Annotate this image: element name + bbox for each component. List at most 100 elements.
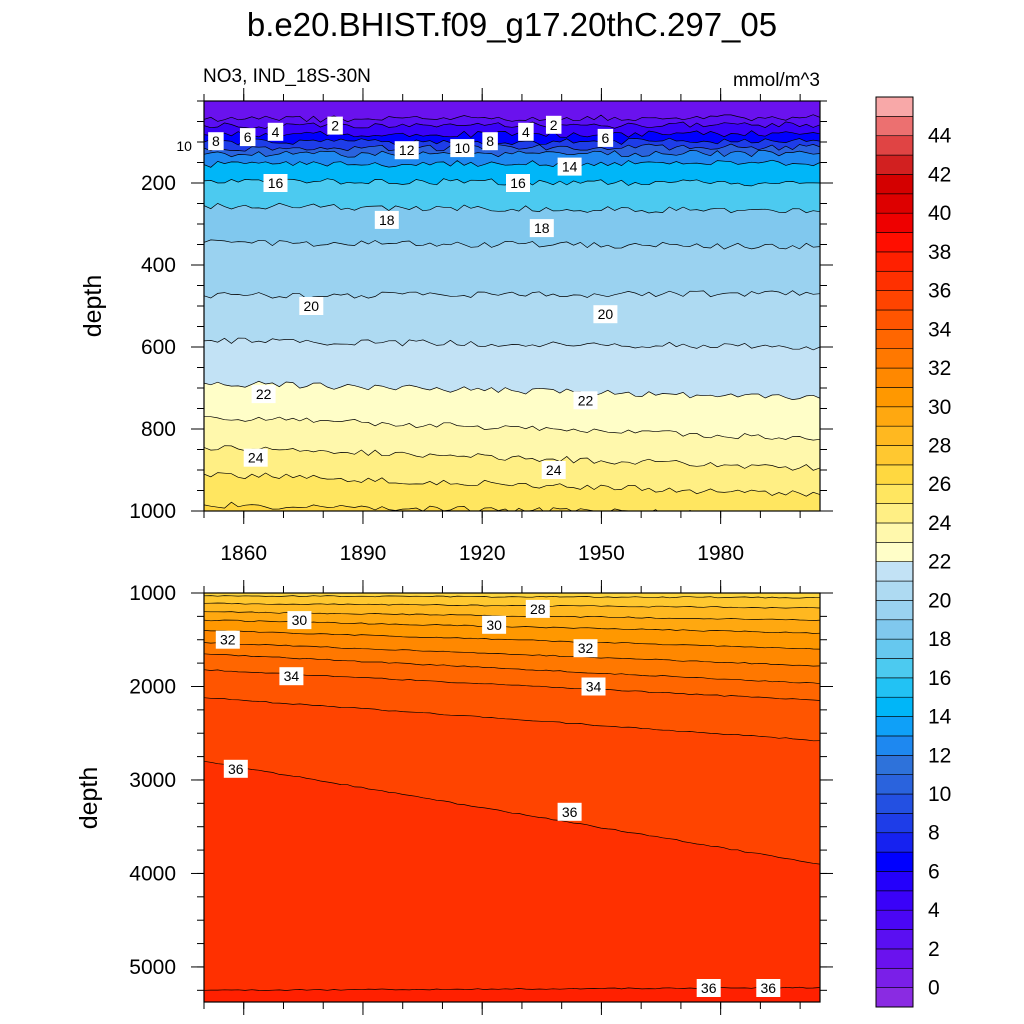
x-tick-label-1950: 1950: [578, 542, 625, 565]
colorbar-box-0: [875, 967, 914, 988]
upper-contour-label-text: 2: [550, 117, 558, 133]
upper-contour-line-10: [204, 143, 820, 152]
upper-contour-label-box: [518, 122, 534, 141]
colorbar-box-34: [875, 309, 914, 330]
upper-contour-label-text: 24: [546, 462, 562, 478]
upper-contour-label-box: [593, 305, 618, 324]
upper-contour-label-box: [450, 139, 475, 158]
upper-contour-line-24: [204, 445, 820, 471]
upper-contour-label-20: 20: [593, 305, 618, 324]
colorbar-box-9: [875, 793, 914, 814]
colorbar-box-15: [875, 677, 914, 698]
lower-y-tick-label-1000: 1000: [129, 582, 176, 605]
lower-contour-label-text: 36: [761, 980, 777, 996]
lower-contour-label-36: 36: [696, 979, 721, 997]
colorbar-tick-label-30: 30: [928, 396, 951, 419]
upper-filled-bands: [204, 101, 820, 511]
lower-band-30: [204, 620, 820, 650]
variable-label: NO3, IND_18S-30N: [203, 66, 371, 87]
upper-contour-label-text: 20: [598, 306, 614, 322]
colorbar-box-45: [875, 96, 914, 117]
x-tick-label-1980: 1980: [697, 542, 744, 565]
lower-contour-label-box: [573, 639, 598, 658]
lower-contour-label-30: 30: [482, 615, 507, 634]
upper-contour-label-box: [327, 116, 343, 135]
colorbar-tick-label-28: 28: [928, 435, 951, 458]
colorbar-box-18: [875, 619, 914, 640]
lower-contour-label-36: 36: [223, 759, 248, 778]
upper-contour-label-8: 8: [482, 132, 498, 151]
upper-contour-label-text: 8: [212, 133, 220, 149]
colorbar-box-17: [875, 638, 914, 659]
upper-band-16: [204, 178, 820, 213]
upper-contour-label-box: [394, 141, 419, 160]
upper-y-axis-label: depth: [79, 275, 107, 338]
lower-band-36: [204, 761, 820, 991]
upper-contour-line-26: [204, 501, 714, 511]
upper-contour-label-text: 20: [304, 298, 320, 314]
colorbar-box-10: [875, 774, 914, 795]
colorbar-box-36: [875, 270, 914, 291]
colorbar-frame: [875, 96, 914, 1008]
upper-contour-label-box: [267, 122, 284, 141]
upper-y-tick-label-400: 400: [141, 254, 176, 277]
upper-contour-label-12: 12: [394, 141, 419, 160]
colorbar-tick-label-14: 14: [928, 706, 952, 729]
upper-contour-line-25: [204, 472, 820, 497]
lower-contour-label-text: 32: [578, 640, 594, 656]
colorbar-box-43: [875, 135, 914, 156]
upper-contour-line-19: [204, 239, 820, 250]
lower-contour-label-32: 32: [215, 630, 240, 649]
colorbar-tick-label-38: 38: [928, 241, 951, 264]
lower-contour-label-32: 32: [573, 639, 598, 658]
colorbar-tick-label-42: 42: [928, 163, 951, 186]
colorbar-box-41: [875, 174, 914, 195]
upper-band-21: [204, 338, 820, 400]
lower-band-27: [204, 595, 820, 609]
colorbar-box-7: [875, 832, 914, 853]
x-tick-label-1890: 1890: [340, 542, 387, 565]
colorbar-box-21: [875, 561, 914, 582]
colorbar-box-28: [875, 425, 914, 446]
colorbar-box-23: [875, 522, 914, 543]
upper-contour-label-box: [529, 219, 554, 238]
colorbar-box-22: [875, 542, 914, 562]
upper-contour-line-23: [204, 416, 820, 441]
units-label: mmol/m^3: [733, 70, 820, 91]
lower-band-37: [204, 987, 820, 1002]
upper-contour-label-box: [243, 448, 268, 467]
colorbar-box-42: [875, 154, 914, 175]
upper-contour-label-box: [545, 115, 562, 134]
colorbar-box-1: [875, 948, 914, 969]
upper-panel: 1860 1890 1920 1950 198020040060080010002468…: [129, 88, 833, 565]
upper-contour-label-text: 6: [602, 130, 610, 146]
upper-contour-label-box: [239, 128, 256, 147]
upper-band-24: [204, 445, 820, 497]
colorbar-tick-label-22: 22: [928, 551, 951, 574]
upper-contour-line-12: [204, 150, 820, 158]
lower-contour-label-box: [279, 667, 304, 686]
upper-contour-label-2: 2: [545, 115, 562, 134]
upper-band-23: [204, 416, 820, 471]
lower-contour-label-box: [482, 615, 507, 634]
colorbar-tick-label-12: 12: [928, 744, 951, 767]
lower-contour-label-text: 36: [562, 804, 578, 820]
upper-band-18: [204, 203, 820, 250]
lower-contour-label-box: [287, 611, 312, 630]
upper-contour-label-8: 8: [208, 132, 224, 151]
lower-contour-label-box: [581, 677, 606, 696]
lower-band-34: [204, 669, 820, 741]
colorbar-box-6: [875, 851, 914, 872]
lower-contour-label-36: 36: [557, 802, 582, 821]
colorbar-box-13: [875, 716, 914, 737]
upper-contour-label-box: [374, 210, 399, 229]
upper-band-22: [204, 381, 820, 441]
lower-contour-label-box: [525, 599, 550, 618]
colorbar-box-35: [875, 290, 914, 311]
lower-contour-label-text: 30: [486, 617, 502, 633]
upper-contour-line-14: [204, 159, 820, 168]
upper-contour-label-text: 6: [244, 129, 252, 145]
upper-contour-label-16: 16: [263, 174, 288, 192]
colorbar-box-5: [875, 871, 914, 892]
lower-band-31: [204, 630, 820, 667]
